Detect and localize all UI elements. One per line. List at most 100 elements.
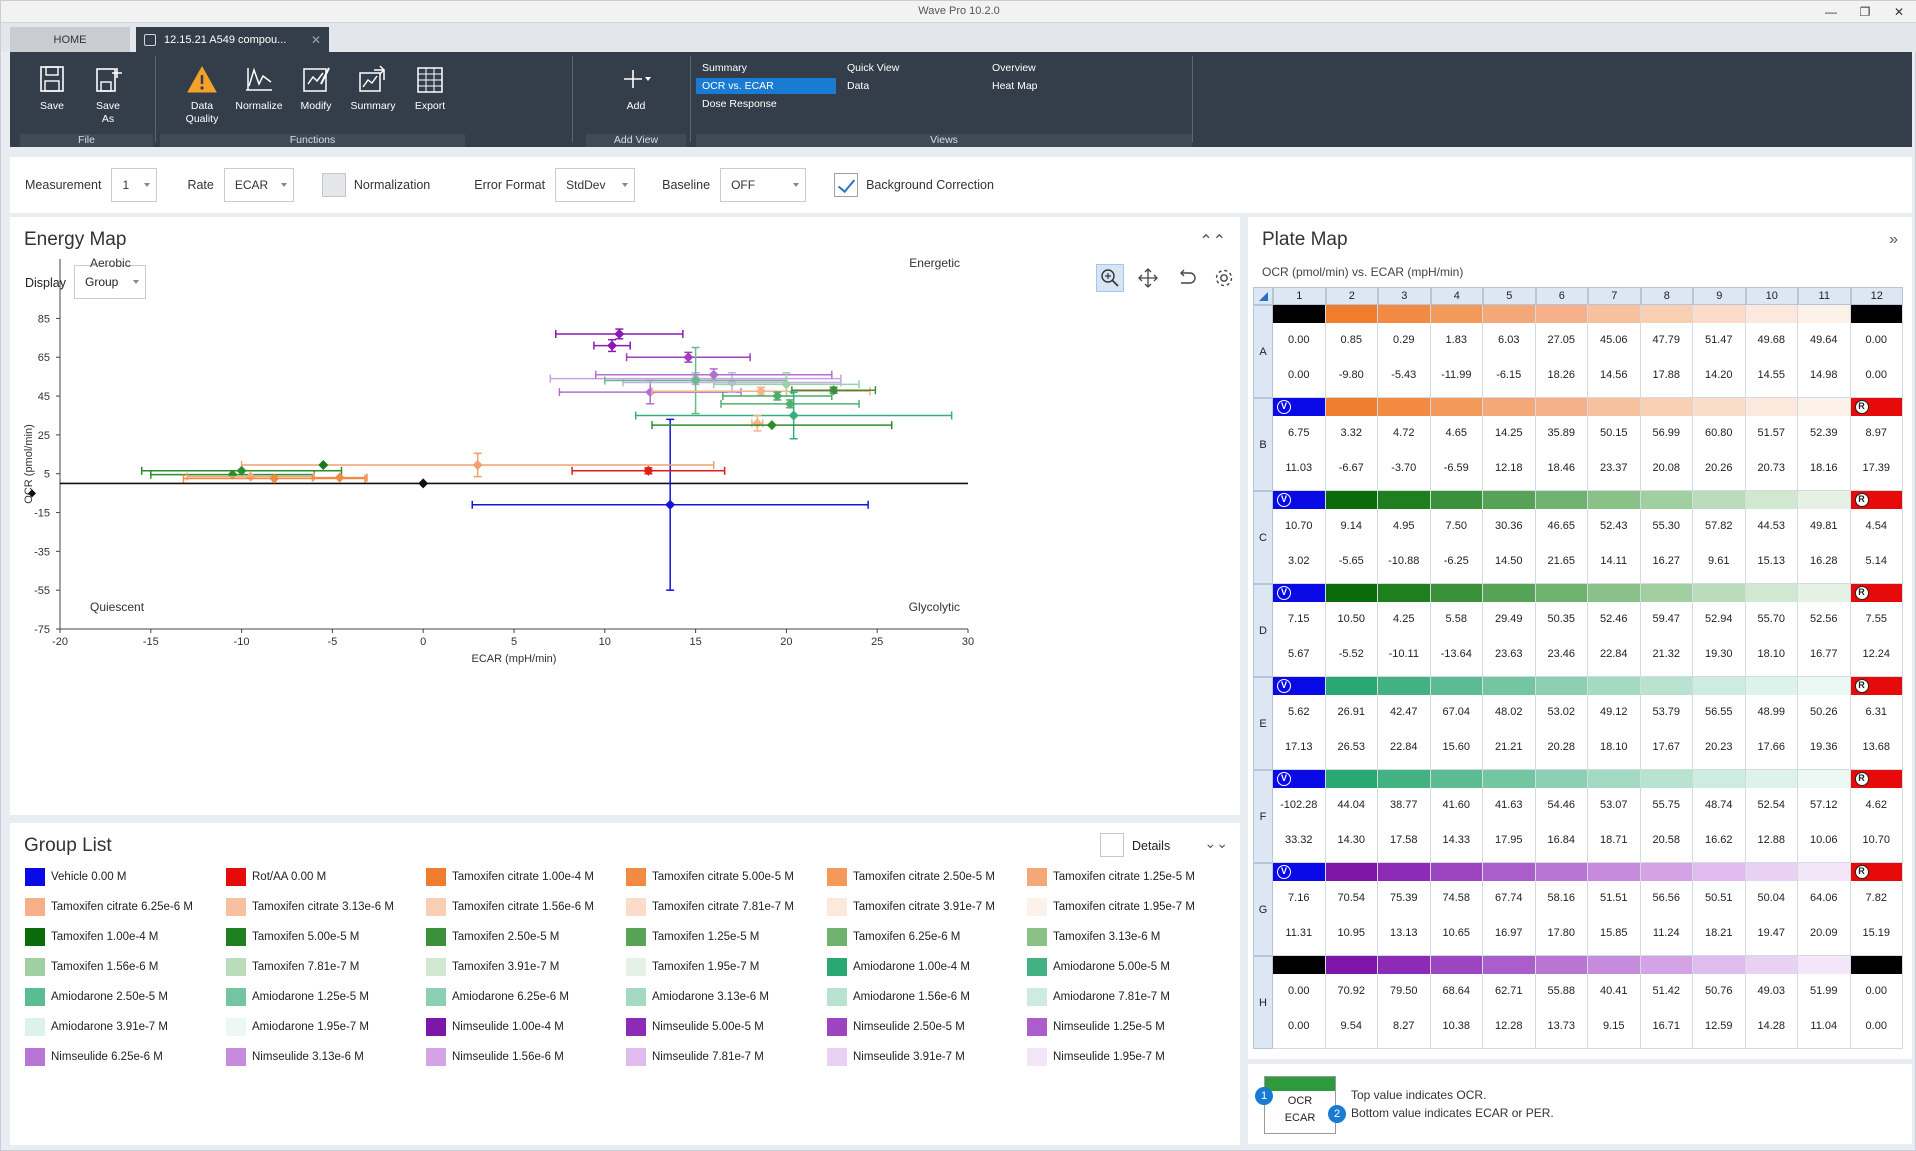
plate-well[interactable]: 4.25 -10.11 bbox=[1378, 584, 1431, 677]
baseline-dropdown[interactable]: OFF bbox=[720, 168, 807, 202]
view-summary-link[interactable]: Summary bbox=[702, 62, 747, 74]
tab-close-icon[interactable]: ✕ bbox=[310, 32, 321, 47]
group-list-item[interactable]: Amiodarone 1.56e-6 M bbox=[827, 988, 970, 1006]
plate-well[interactable]: 54.46 16.84 bbox=[1535, 770, 1588, 863]
measurement-dropdown[interactable]: 1 bbox=[111, 168, 158, 202]
plate-well[interactable]: V -102.28 33.32 bbox=[1273, 770, 1326, 863]
group-list-item[interactable]: Tamoxifen 3.91e-7 M bbox=[426, 958, 559, 976]
view-data-link[interactable]: Data bbox=[847, 80, 870, 92]
group-list-item[interactable]: Nimseulide 5.00e-5 M bbox=[626, 1018, 764, 1036]
plate-well[interactable]: 38.77 17.58 bbox=[1378, 770, 1431, 863]
plate-well[interactable]: 10.50 -5.52 bbox=[1325, 584, 1378, 677]
plate-well[interactable]: 74.58 10.65 bbox=[1430, 863, 1483, 956]
energy-map-chart[interactable]: -20 -15 -10 -5 0 5 10 15 20 25 30 85 65 45 25 5 -15 -35 -5… bbox=[10, 217, 1240, 815]
chart-settings-button[interactable] bbox=[1210, 264, 1238, 292]
display-dropdown[interactable]: Group bbox=[74, 265, 146, 299]
plate-well[interactable]: R 4.62 10.70 bbox=[1850, 770, 1903, 863]
plate-well[interactable]: 51.42 16.71 bbox=[1640, 956, 1693, 1049]
plate-well[interactable]: 49.81 16.28 bbox=[1798, 491, 1851, 584]
group-list-item[interactable]: Nimseulide 7.81e-7 M bbox=[626, 1048, 764, 1066]
plate-well[interactable]: R 6.31 13.68 bbox=[1850, 677, 1903, 770]
plate-well[interactable]: 4.95 -10.88 bbox=[1378, 491, 1431, 584]
group-list-item[interactable]: Nimseulide 6.25e-6 M bbox=[25, 1048, 163, 1066]
group-list-item[interactable]: Amiodarone 3.91e-7 M bbox=[25, 1018, 168, 1036]
group-list-item[interactable]: Nimseulide 1.25e-5 M bbox=[1027, 1018, 1165, 1036]
plate-well[interactable]: 42.47 22.84 bbox=[1378, 677, 1431, 770]
group-list-item[interactable]: Tamoxifen citrate 2.50e-5 M bbox=[827, 868, 995, 886]
plate-well[interactable]: 55.30 16.27 bbox=[1640, 491, 1693, 584]
plate-well[interactable]: 49.03 14.28 bbox=[1745, 956, 1798, 1049]
plate-well[interactable]: R 8.97 17.39 bbox=[1850, 398, 1903, 491]
plate-well[interactable]: 52.54 12.88 bbox=[1745, 770, 1798, 863]
save-button[interactable]: Save bbox=[24, 64, 80, 113]
group-list-item[interactable]: Amiodarone 1.95e-7 M bbox=[226, 1018, 369, 1036]
plate-well[interactable]: V 7.16 11.31 bbox=[1273, 863, 1326, 956]
group-list-item[interactable]: Tamoxifen 2.50e-5 M bbox=[426, 928, 559, 946]
group-list-item[interactable]: Tamoxifen citrate 7.81e-7 M bbox=[626, 898, 794, 916]
group-list-item[interactable]: Tamoxifen citrate 1.95e-7 M bbox=[1027, 898, 1195, 916]
plate-well[interactable]: 1.83 -11.99 bbox=[1430, 305, 1483, 398]
plate-well[interactable]: 7.50 -6.25 bbox=[1430, 491, 1483, 584]
plate-well[interactable]: 30.36 14.50 bbox=[1483, 491, 1536, 584]
plate-well[interactable]: 62.71 12.28 bbox=[1483, 956, 1536, 1049]
view-heat-map-link[interactable]: Heat Map bbox=[992, 80, 1038, 92]
group-list-item[interactable]: Tamoxifen citrate 1.25e-5 M bbox=[1027, 868, 1195, 886]
plate-well[interactable]: 49.12 18.10 bbox=[1588, 677, 1641, 770]
plate-well[interactable]: 5.58 -13.64 bbox=[1430, 584, 1483, 677]
plate-well[interactable]: 67.04 15.60 bbox=[1430, 677, 1483, 770]
plate-well[interactable]: 41.60 14.33 bbox=[1430, 770, 1483, 863]
add-view-button[interactable]: Add bbox=[608, 64, 664, 113]
plate-well[interactable]: 59.47 21.32 bbox=[1640, 584, 1693, 677]
data-quality-button[interactable]: Data Quality bbox=[174, 64, 230, 126]
group-list-item[interactable]: Nimseulide 1.00e-4 M bbox=[426, 1018, 564, 1036]
group-list-item[interactable]: Nimseulide 3.13e-6 M bbox=[226, 1048, 364, 1066]
plate-well[interactable]: 0.00 0.00 bbox=[1850, 305, 1903, 398]
plate-well[interactable]: 52.43 14.11 bbox=[1588, 491, 1641, 584]
plate-well[interactable]: 56.56 11.24 bbox=[1640, 863, 1693, 956]
group-list-item[interactable]: Amiodarone 6.25e-6 M bbox=[426, 988, 569, 1006]
group-list-item[interactable]: Tamoxifen citrate 5.00e-5 M bbox=[626, 868, 794, 886]
group-list-item[interactable]: Vehicle 0.00 M bbox=[25, 868, 126, 886]
group-list-item[interactable]: Tamoxifen citrate 1.56e-6 M bbox=[426, 898, 594, 916]
plate-well[interactable]: 50.26 19.36 bbox=[1798, 677, 1851, 770]
plate-well[interactable]: 79.50 8.27 bbox=[1378, 956, 1431, 1049]
tab-assay-file[interactable]: 12.15.21 A549 compou... ✕ bbox=[136, 27, 329, 52]
group-list-item[interactable]: Rot/AA 0.00 M bbox=[226, 868, 326, 886]
plate-well[interactable]: 52.39 18.16 bbox=[1798, 398, 1851, 491]
group-list-item[interactable]: Nimseulide 3.91e-7 M bbox=[827, 1048, 965, 1066]
view-ocr-vs-ecar-link[interactable]: OCR vs. ECAR bbox=[696, 78, 836, 94]
plate-well[interactable]: 60.80 20.26 bbox=[1693, 398, 1746, 491]
plate-well[interactable]: 55.75 20.58 bbox=[1640, 770, 1693, 863]
plate-well[interactable]: 0.00 0.00 bbox=[1273, 305, 1326, 398]
group-list-item[interactable]: Tamoxifen 5.00e-5 M bbox=[226, 928, 359, 946]
rate-dropdown[interactable]: ECAR bbox=[223, 168, 294, 202]
modify-button[interactable]: Modify bbox=[288, 64, 344, 113]
plate-well[interactable]: 50.04 19.47 bbox=[1745, 863, 1798, 956]
plate-well[interactable]: 51.47 14.20 bbox=[1693, 305, 1746, 398]
zoom-tool-button[interactable] bbox=[1096, 264, 1124, 292]
plate-well[interactable]: 41.63 17.95 bbox=[1483, 770, 1536, 863]
plate-well[interactable]: 6.03 -6.15 bbox=[1483, 305, 1536, 398]
group-list-item[interactable]: Nimseulide 1.95e-7 M bbox=[1027, 1048, 1165, 1066]
plate-well[interactable]: 75.39 13.13 bbox=[1378, 863, 1431, 956]
plate-well[interactable]: R 7.82 15.19 bbox=[1850, 863, 1903, 956]
restore-icon[interactable]: ❐ bbox=[1859, 5, 1871, 19]
plate-well[interactable]: 0.00 0.00 bbox=[1273, 956, 1326, 1049]
group-list-item[interactable]: Tamoxifen 6.25e-6 M bbox=[827, 928, 960, 946]
plate-well[interactable]: 56.55 20.23 bbox=[1693, 677, 1746, 770]
plate-well[interactable]: 70.54 10.95 bbox=[1325, 863, 1378, 956]
plate-well[interactable]: 50.15 23.37 bbox=[1588, 398, 1641, 491]
expand-right-icon[interactable]: » bbox=[1889, 231, 1898, 248]
plate-well[interactable]: 55.70 18.10 bbox=[1745, 584, 1798, 677]
summary-button[interactable]: Summary bbox=[345, 64, 401, 113]
plate-well[interactable]: 47.79 17.88 bbox=[1640, 305, 1693, 398]
plate-well[interactable]: 0.85 -9.80 bbox=[1325, 305, 1378, 398]
plate-well[interactable]: 50.76 12.59 bbox=[1693, 956, 1746, 1049]
plate-well[interactable]: 50.35 23.46 bbox=[1535, 584, 1588, 677]
plate-well[interactable]: 50.51 18.21 bbox=[1693, 863, 1746, 956]
plate-well[interactable]: 49.64 14.98 bbox=[1798, 305, 1851, 398]
plate-well[interactable]: 57.82 9.61 bbox=[1693, 491, 1746, 584]
group-list-item[interactable]: Tamoxifen 3.13e-6 M bbox=[1027, 928, 1160, 946]
plate-well[interactable]: 14.25 12.18 bbox=[1483, 398, 1536, 491]
undo-button[interactable] bbox=[1172, 264, 1200, 292]
